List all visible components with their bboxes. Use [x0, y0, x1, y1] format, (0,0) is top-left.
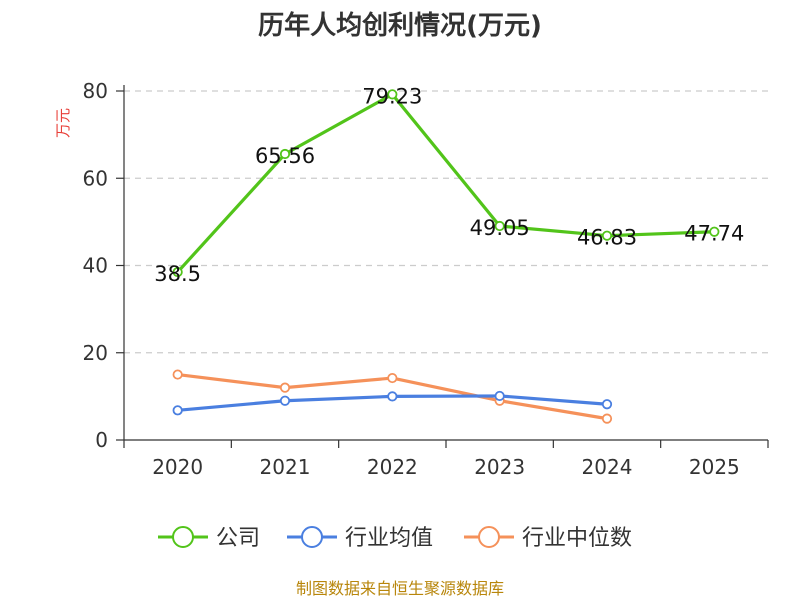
data-labels: 38.5 65.56 79.23 49.05 46.83 47.74: [154, 84, 744, 286]
series-group: [172, 89, 720, 424]
data-point[interactable]: [601, 230, 613, 241]
data-point[interactable]: [601, 413, 613, 424]
legend-item-1[interactable]: 行业均值: [287, 526, 433, 551]
data-point[interactable]: [494, 220, 505, 232]
legend-marker: [172, 526, 194, 548]
x-tick-label: 2022: [367, 455, 418, 479]
data-label: 38.5: [154, 262, 201, 286]
axes: [123, 85, 768, 441]
data-point[interactable]: [494, 390, 505, 402]
data-label: 65.56: [255, 144, 315, 168]
x-tick-label: 2023: [474, 455, 525, 479]
data-label: 79.23: [362, 84, 422, 108]
grid-lines: [124, 90, 768, 354]
data-label: 47.74: [684, 222, 744, 246]
data-label: 49.05: [470, 216, 530, 240]
series-line-0: [176, 92, 715, 274]
data-point[interactable]: [387, 372, 398, 384]
legend-marker: [301, 526, 323, 548]
x-tick-label: 2021: [260, 455, 311, 479]
legend-marker: [478, 526, 500, 548]
y-axis-label: 万元: [54, 108, 72, 138]
data-point[interactable]: [387, 391, 398, 402]
y-tick-label: 40: [83, 254, 108, 278]
data-point[interactable]: [387, 89, 398, 100]
x-tick-label: 2025: [689, 455, 740, 479]
source-note: 制图数据来自恒生聚源数据库: [296, 579, 504, 598]
data-label: 46.83: [577, 226, 637, 250]
legend-label: 行业均值: [345, 526, 433, 551]
legend-label: 行业中位数: [522, 526, 632, 551]
data-point[interactable]: [279, 382, 291, 393]
legend-item-0[interactable]: 公司: [158, 526, 260, 551]
data-point[interactable]: [601, 399, 613, 410]
x-tick-label: 2020: [152, 455, 203, 479]
x-tick-label: 2024: [582, 455, 633, 479]
legend-item-2[interactable]: 行业中位数: [464, 526, 632, 551]
data-point[interactable]: [709, 226, 720, 237]
data-point[interactable]: [172, 369, 183, 380]
data-point[interactable]: [279, 395, 291, 406]
data-point[interactable]: [172, 266, 183, 278]
data-point[interactable]: [279, 148, 291, 160]
legend[interactable]: 公司 行业均值 行业中位数: [158, 526, 632, 551]
chart-title: 历年人均创利情况(万元): [258, 10, 542, 41]
legend-label: 公司: [216, 526, 260, 551]
y-axis-ticks: 0 20 40 60 80: [83, 79, 124, 452]
y-tick-label: 0: [95, 428, 108, 452]
y-tick-label: 60: [83, 166, 108, 190]
data-point[interactable]: [172, 405, 183, 416]
x-axis-ticks: 2020 2021 2022 2023 2024 2025: [123, 440, 769, 479]
y-tick-label: 20: [83, 341, 108, 365]
y-tick-label: 80: [83, 79, 108, 103]
